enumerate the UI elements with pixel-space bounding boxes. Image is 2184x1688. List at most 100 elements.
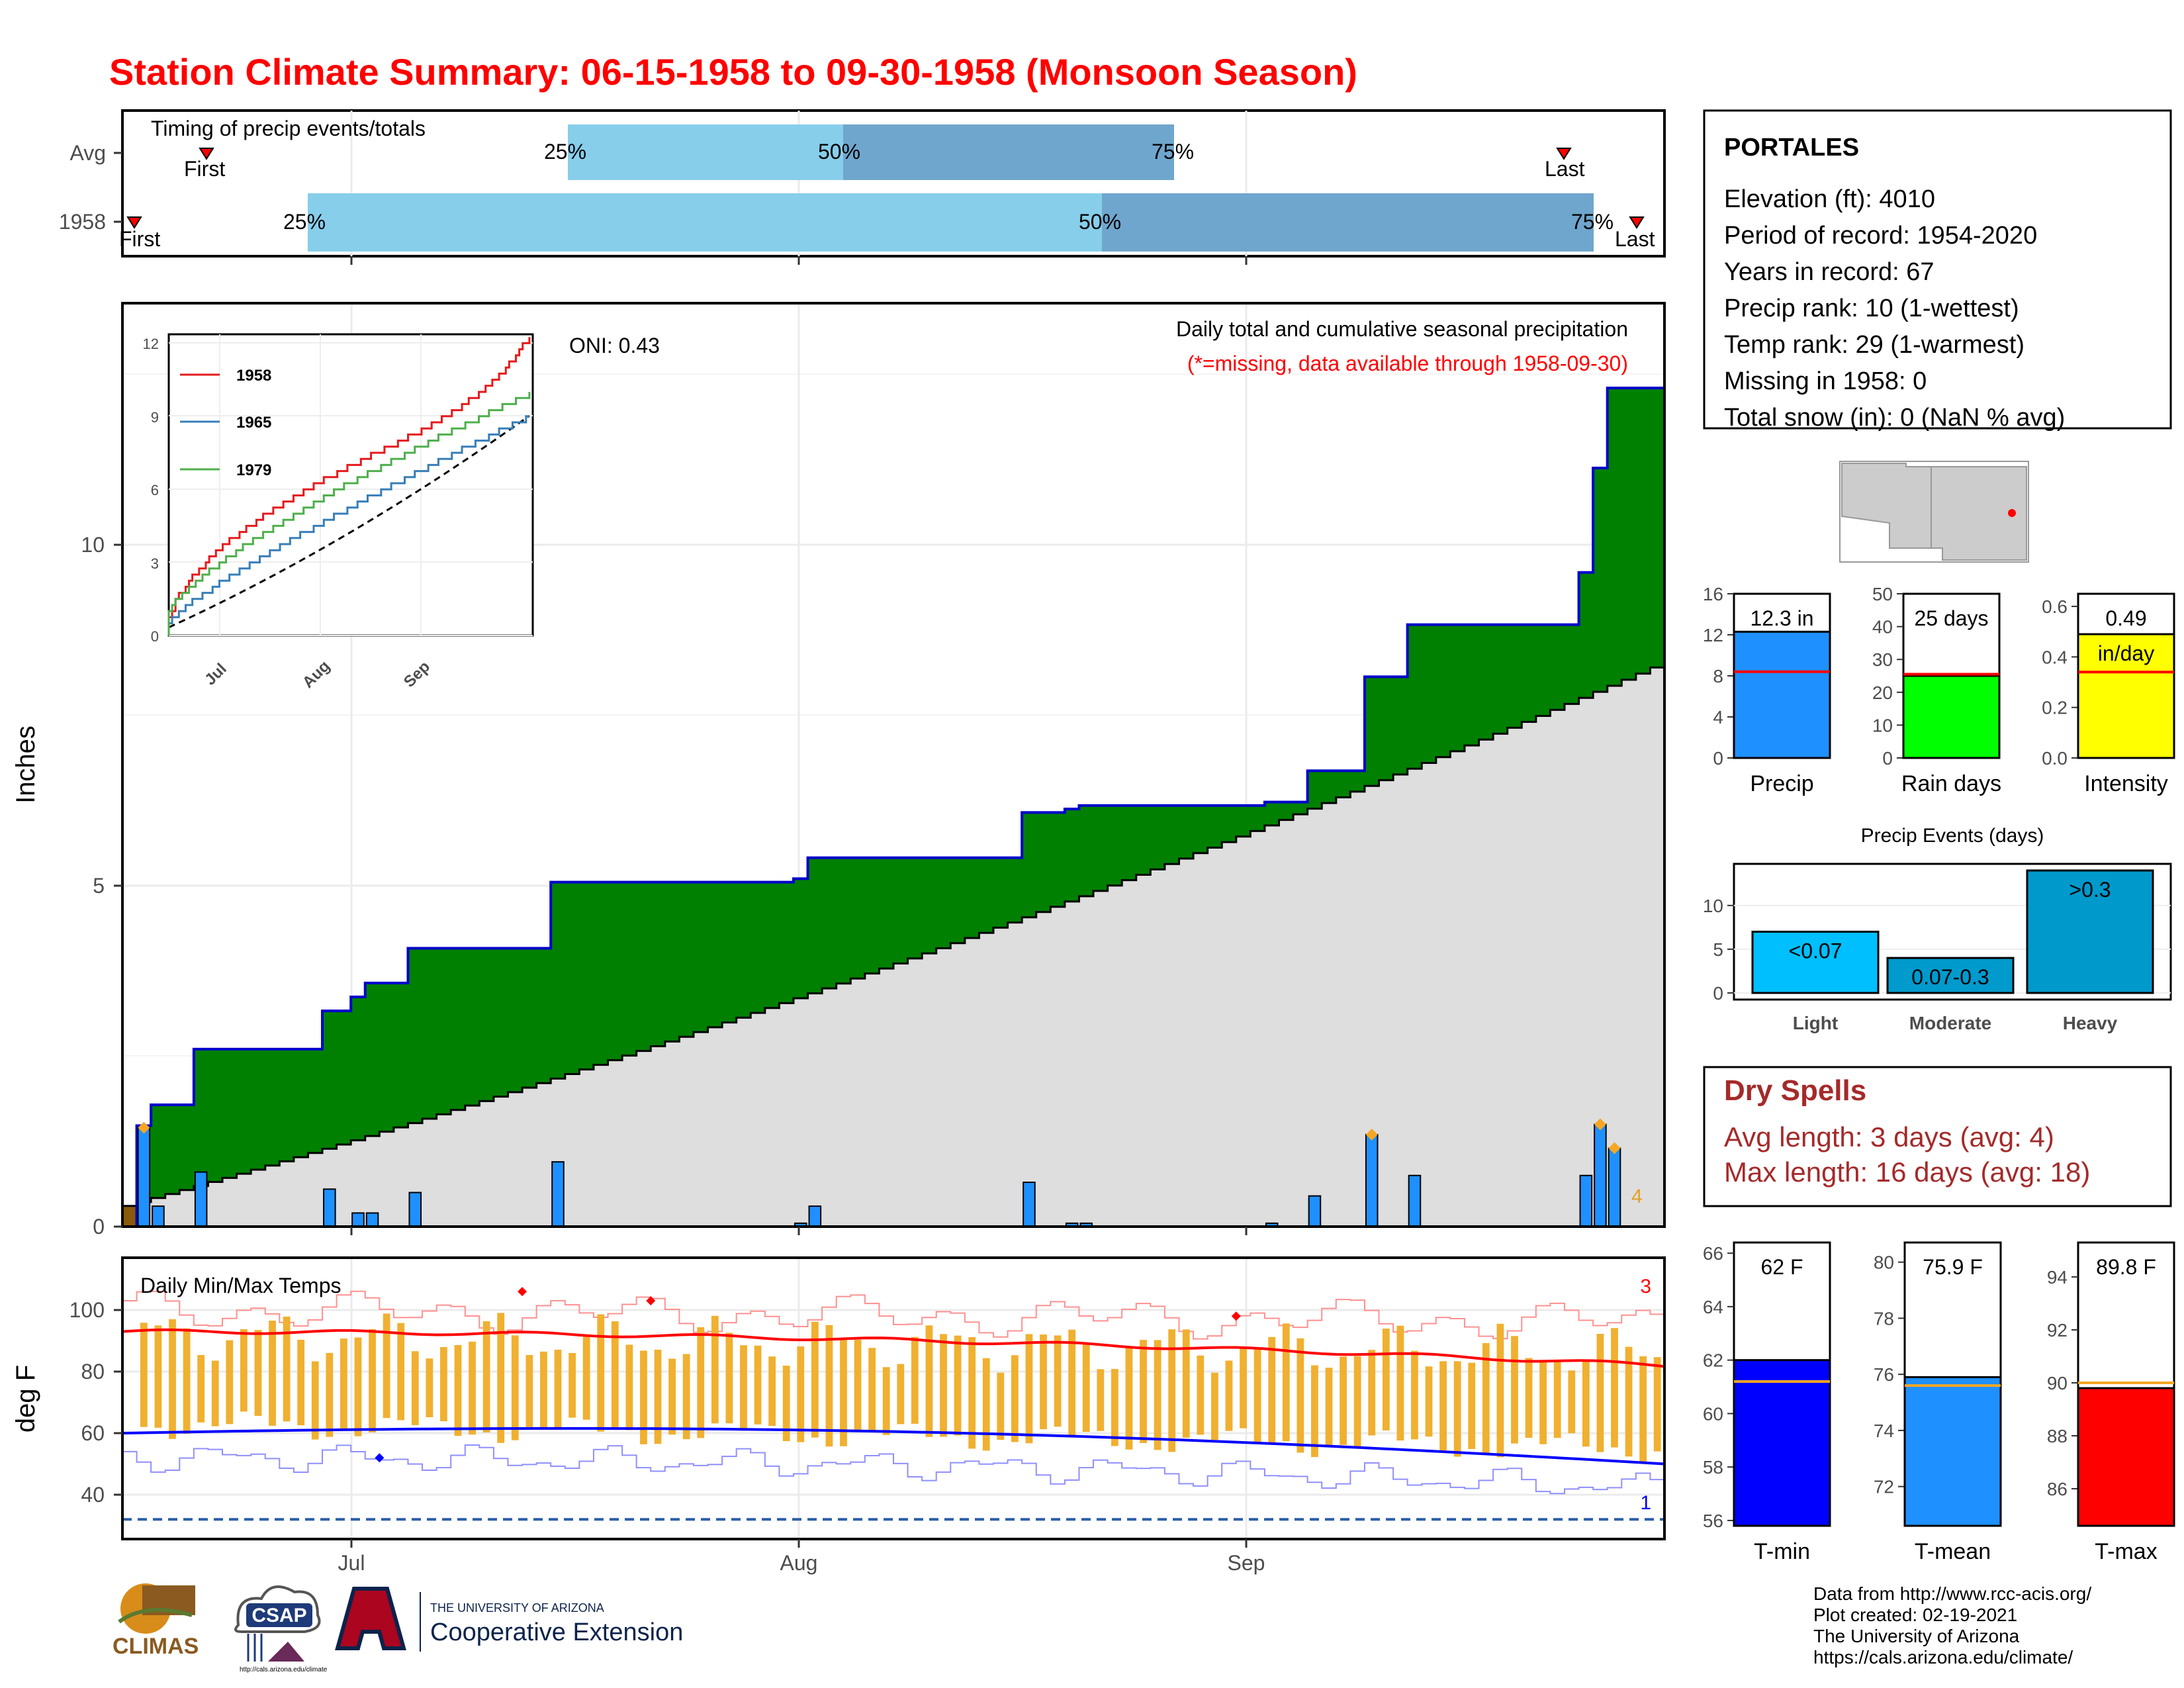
summary-precip-ytick: 4	[1713, 707, 1723, 727]
temp-t-min-category-label: T-min	[1754, 1539, 1810, 1564]
precip-ytick-5: 5	[93, 874, 105, 898]
station-info: PORTALES Elevation (ft): 4010 Period of …	[1703, 109, 2172, 432]
xtick-aug: Aug	[780, 1551, 818, 1575]
station-line: Period of record: 1954-2020	[1724, 222, 2037, 250]
surplus-segment	[379, 983, 394, 1132]
inset-frame	[167, 333, 534, 637]
footer-line: The University of Arizona	[1813, 1626, 2020, 1646]
station-line: Years in record: 67	[1724, 258, 1934, 286]
temp-plot	[122, 1287, 1665, 1521]
inset-series-1958	[167, 337, 531, 635]
temp-t-max-ytick: 86	[2047, 1479, 2068, 1499]
surplus-segment	[608, 882, 623, 1060]
daily-temp-range-bar	[411, 1351, 419, 1425]
station-name: PORTALES	[1724, 134, 1859, 162]
ua-a-icon	[335, 1587, 406, 1650]
surplus-segment	[508, 948, 523, 1092]
daily-temp-range-bar	[1253, 1348, 1261, 1442]
csap-wordmark: CSAP	[251, 1605, 306, 1626]
summary-bars: 0 4 8 12 16 12.3 in Precip 0 10 20 30 40 50 25 days Ra…	[1703, 584, 2175, 796]
daily-temp-range-bar	[1496, 1323, 1504, 1458]
inset-ytick: 0	[151, 628, 159, 645]
surplus-segment	[179, 1105, 195, 1190]
deficit-segment	[122, 1205, 138, 1227]
surplus-segment	[465, 948, 480, 1106]
surplus-segment	[1322, 771, 1337, 804]
daily-temp-range-bar	[911, 1336, 919, 1424]
avg-p50-label: 50%	[818, 140, 860, 164]
inset-series-1979	[167, 392, 531, 635]
temp-count-top: 3	[1640, 1276, 1651, 1297]
surplus-segment	[736, 882, 751, 1018]
daily-precip-bar	[1408, 1174, 1422, 1227]
temp-t-min: 56 58 60 62 64 66 62 F T-min	[1703, 1241, 1831, 1564]
y1958-first-label: First	[119, 227, 160, 251]
daily-temp-range-bar	[697, 1327, 705, 1438]
daily-temp-range-bar	[1225, 1360, 1233, 1431]
temp-t-min-ytick: 56	[1703, 1511, 1723, 1531]
logos: CLIMAS CSAP http://cals.arizona.edu/clim…	[113, 1583, 683, 1673]
y1958-p75-label: 75%	[1571, 210, 1614, 234]
surplus-segment	[1422, 624, 1437, 763]
surplus-segment	[1407, 624, 1422, 769]
climas-wordmark: CLIMAS	[113, 1634, 199, 1659]
daily-temp-range-bar	[1525, 1358, 1533, 1438]
daily-precip-bar	[365, 1212, 379, 1228]
daily-temp-range-bar	[1511, 1336, 1518, 1444]
surplus-segment	[1093, 805, 1109, 891]
precip-ytick-0: 0	[93, 1215, 105, 1239]
temp-t-mean: 72 74 76 78 80 75.9 F T-mean	[1874, 1241, 2002, 1564]
normal-cumulative-line	[122, 666, 1664, 1207]
daily-precip-bar	[1365, 1133, 1379, 1227]
summary-intensity-category-label: Intensity	[2084, 771, 2168, 796]
timing-row-label-avg: Avg	[69, 141, 106, 165]
footer-line: Plot created: 02-19-2021	[1813, 1605, 2018, 1625]
daily-temp-range-bar	[654, 1349, 662, 1444]
surplus-segment	[408, 948, 423, 1123]
daily-temp-range-bar	[254, 1330, 262, 1416]
precip-subtitle: Daily total and cumulative seasonal prec…	[1176, 317, 1628, 341]
missing-note: (*=missing, data available through 1958-…	[1187, 352, 1628, 375]
surplus-segment	[1607, 388, 1622, 686]
temp-t-mean-category-label: T-mean	[1915, 1539, 1991, 1564]
surplus-segment	[822, 857, 837, 989]
surplus-segment	[1279, 802, 1294, 820]
summary-rain-days-ytick: 20	[1872, 682, 1893, 703]
summary-intensity-unit-label: in/day	[2098, 641, 2154, 665]
avg-q1-bar	[568, 124, 843, 180]
daily-temp-range-bar	[283, 1316, 291, 1422]
precip-events-chart: Precip Events (days) 0 5 10 <0.07 Light 0.07-0…	[1703, 825, 2172, 1033]
summary-intensity-ytick: 0.0	[2042, 748, 2068, 769]
surplus-segment	[236, 1049, 251, 1174]
surplus-segment	[208, 1049, 223, 1182]
surplus-segment	[551, 882, 566, 1079]
temp-t-max-ytick: 88	[2047, 1426, 2068, 1446]
surplus-segment	[764, 882, 780, 1008]
surplus-segment	[536, 948, 551, 1084]
summary-rain-days-ytick: 40	[1872, 617, 1893, 637]
daily-temp-range-bar	[397, 1323, 405, 1421]
surplus-segment	[308, 1049, 323, 1153]
events-ytick: 5	[1713, 939, 1723, 960]
daily-temp-range-bar	[183, 1328, 191, 1434]
daily-precip-bar	[551, 1161, 565, 1228]
surplus-segment	[1364, 677, 1380, 786]
daily-temp-range-bar	[797, 1346, 805, 1442]
surplus-segment	[1007, 857, 1023, 923]
daily-temp-range-bar	[1553, 1361, 1561, 1438]
surplus-segment	[1650, 388, 1665, 668]
summary-rain-days-ytick: 10	[1872, 715, 1893, 735]
y1958-last-marker	[1629, 216, 1645, 229]
dry-spells-avg: Avg length: 3 days (avg: 4)	[1724, 1121, 2054, 1152]
footer-credits: Data from http://www.rcc-acis.org/ Plot …	[1813, 1583, 2091, 1668]
y1958-p50-label: 50%	[1079, 210, 1121, 234]
record-high-marker	[646, 1296, 656, 1306]
precip-ylabel: Inches	[11, 726, 40, 804]
surplus-segment	[1350, 771, 1365, 792]
daily-temp-range-bar	[440, 1347, 447, 1422]
events-bar-light	[1751, 931, 1880, 994]
daily-temp-range-bar	[1197, 1355, 1205, 1435]
daily-temp-range-bar	[711, 1315, 719, 1424]
daily-temp-range-bar	[240, 1329, 248, 1412]
